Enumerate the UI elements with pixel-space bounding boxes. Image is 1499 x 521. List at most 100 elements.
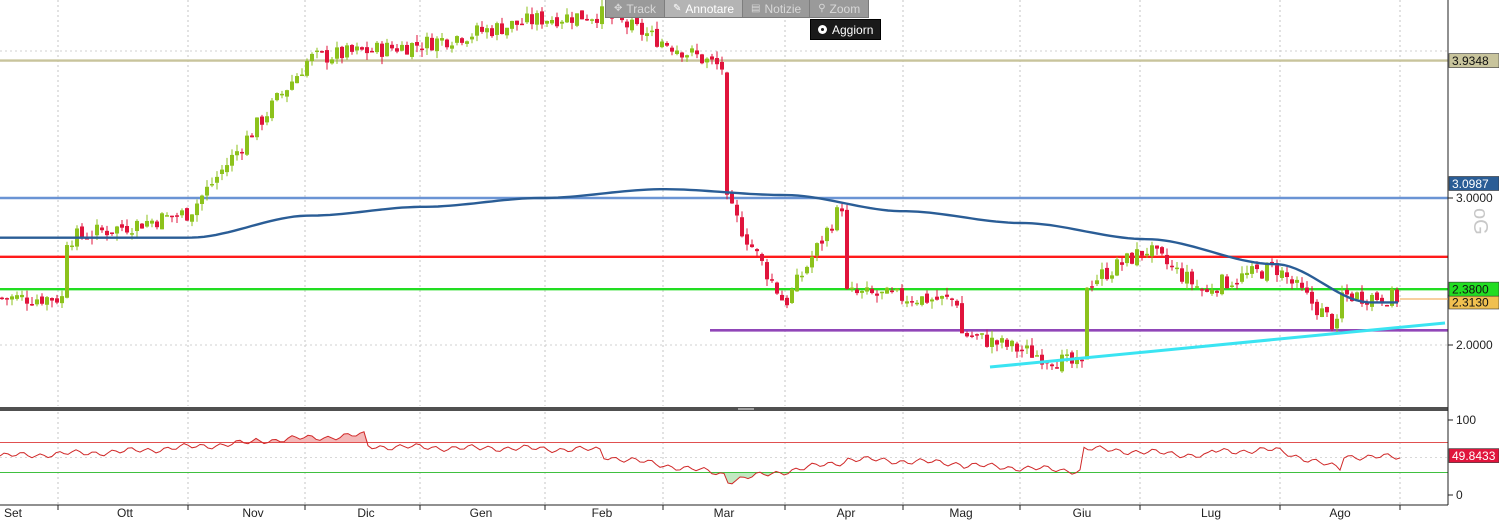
candle-body: [1350, 293, 1354, 302]
candle-body: [925, 293, 929, 303]
candle-body: [365, 47, 369, 54]
candle-body: [670, 47, 674, 52]
candle-body: [410, 43, 414, 57]
candle-body: [695, 50, 699, 55]
candle-body: [570, 17, 574, 23]
candle-body: [1000, 338, 1004, 343]
x-tick-label: Gen: [470, 506, 493, 520]
radio-icon: [818, 25, 827, 34]
candle-body: [290, 81, 294, 90]
candle-body: [150, 220, 154, 224]
candle-body: [5, 298, 9, 300]
candle-body: [50, 298, 54, 301]
candle-body: [175, 215, 179, 217]
annotate-button[interactable]: ✎ Annotare: [664, 0, 744, 17]
candle-body: [1165, 254, 1169, 265]
candle-body: [120, 224, 124, 228]
candle-body: [25, 297, 29, 304]
candle-body: [1075, 356, 1079, 365]
candle-body: [30, 303, 34, 306]
tag-moving-average-text: 3.0987: [1452, 177, 1489, 191]
axes: [0, 0, 1449, 506]
tag-rsi-value: [1448, 448, 1499, 463]
candle-body: [420, 48, 424, 51]
candle-body: [1200, 289, 1204, 291]
candle-body: [140, 223, 144, 229]
support-trendline[interactable]: [989, 321, 1446, 369]
candle-body: [270, 100, 274, 119]
candle-body: [660, 41, 664, 48]
candle-body: [65, 245, 69, 298]
rsi-y-tick-label: 100: [1456, 413, 1476, 427]
candle-body: [115, 226, 119, 234]
news-button[interactable]: ▤ Notizie: [743, 0, 811, 17]
y-tick-label: 2.0000: [1456, 338, 1493, 352]
candle-body: [720, 61, 724, 70]
candle-body: [540, 11, 544, 25]
candle-body: [550, 20, 554, 24]
x-tick-label: Lug: [1201, 506, 1221, 520]
track-button[interactable]: ✥ Track: [606, 0, 665, 17]
candle-body: [455, 36, 459, 43]
candle-body: [525, 13, 529, 23]
candle-body: [430, 37, 434, 51]
candle-body: [1275, 265, 1279, 276]
candle-body: [1065, 354, 1069, 356]
candle-body: [1145, 253, 1149, 256]
candle-body: [310, 53, 314, 61]
crosshair-icon: ✥: [614, 3, 623, 14]
refresh-button[interactable]: Aggiorn: [810, 19, 882, 40]
candle-body: [1255, 264, 1259, 270]
candle-body: [345, 45, 349, 58]
candle-body: [955, 300, 959, 306]
tag-rsi-value-text: 49.8433: [1452, 449, 1496, 463]
x-tick-label: Dic: [357, 506, 374, 520]
candle-body: [810, 256, 814, 268]
candle-body: [730, 191, 734, 204]
candle-body: [185, 208, 189, 221]
x-tick-label: Feb: [592, 506, 613, 520]
candle-body: [1080, 359, 1084, 362]
candle-body: [475, 25, 479, 36]
tag-green-level: [1448, 281, 1499, 297]
candle-body: [725, 72, 729, 195]
candle-body: [1050, 364, 1054, 367]
candle-body: [530, 14, 534, 25]
candle-body: [1100, 269, 1104, 279]
candle-body: [765, 262, 769, 280]
candle-body: [355, 46, 359, 51]
tag-khaki-level: [1448, 53, 1499, 68]
candle-body: [360, 47, 364, 50]
x-tick-label: Mag: [949, 506, 972, 520]
candle-body: [770, 279, 774, 281]
candle-body: [705, 58, 709, 63]
candlesticks: [0, 0, 1399, 373]
candle-body: [1135, 249, 1139, 266]
candle-body: [1035, 355, 1039, 357]
candle-body: [1020, 349, 1024, 352]
candle-body: [1280, 270, 1284, 278]
candle-body: [760, 254, 764, 261]
candle-body: [265, 116, 269, 123]
candle-body: [820, 240, 824, 244]
candle-body: [200, 195, 204, 204]
candle-body: [170, 215, 174, 218]
candle-body: [885, 287, 889, 294]
chart-toolbar: ✥ Track ✎ Annotare ▤ Notizie ⚲ Zoom: [605, 0, 870, 18]
candle-body: [285, 90, 289, 97]
candle-body: [220, 169, 224, 174]
candle-body: [260, 116, 264, 125]
candle-body: [1120, 262, 1124, 265]
candle-body: [780, 294, 784, 301]
rsi-line: [0, 431, 1401, 485]
zoom-button[interactable]: ⚲ Zoom: [810, 0, 868, 17]
candle-body: [1305, 287, 1309, 293]
news-label: Notizie: [764, 1, 802, 16]
candle-body: [100, 227, 104, 231]
candle-body: [630, 19, 634, 31]
candle-body: [435, 38, 439, 52]
panel-divider[interactable]: [0, 407, 1448, 411]
candle-body: [655, 28, 659, 47]
candle-body: [815, 243, 819, 256]
